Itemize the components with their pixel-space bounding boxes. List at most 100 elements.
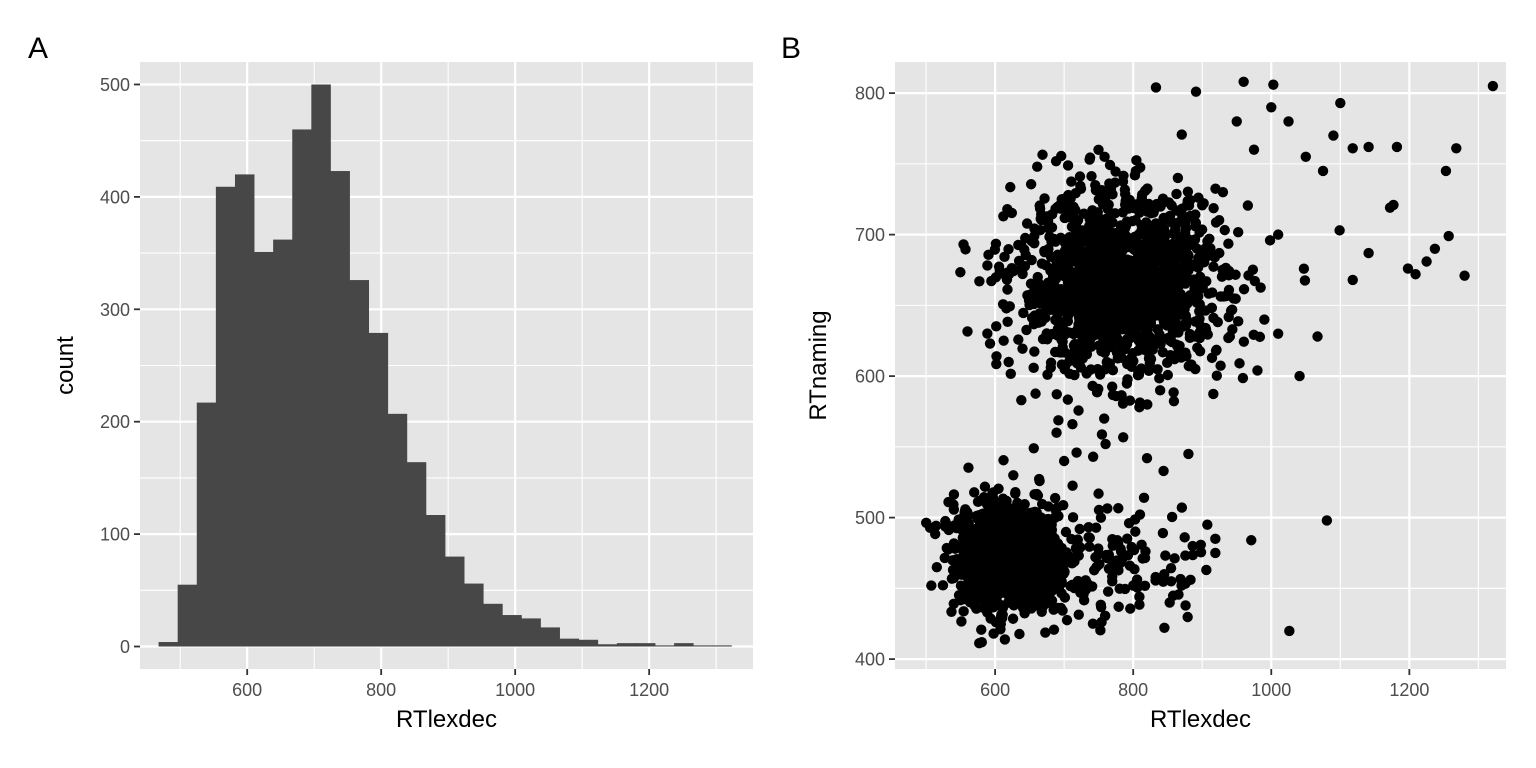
scatter-point bbox=[1193, 252, 1204, 263]
scatter-point bbox=[946, 606, 957, 617]
scatter-point bbox=[1074, 281, 1086, 292]
histogram-x-tick-label: 600 bbox=[232, 680, 262, 700]
scatter-point bbox=[1119, 220, 1130, 231]
scatter-point bbox=[969, 565, 980, 577]
scatter-point bbox=[1268, 79, 1279, 90]
scatter-point bbox=[1084, 152, 1096, 163]
scatter-point bbox=[1012, 497, 1023, 509]
scatter-x-tick-label: 600 bbox=[980, 680, 1010, 700]
histogram-bar bbox=[234, 174, 255, 647]
scatter-point bbox=[969, 487, 980, 498]
scatter-point bbox=[1128, 202, 1139, 214]
scatter-point bbox=[974, 276, 985, 287]
scatter-point bbox=[1161, 320, 1173, 331]
scatter-point bbox=[1224, 331, 1236, 342]
scatter-point bbox=[1093, 543, 1104, 554]
scatter-point bbox=[1098, 413, 1110, 424]
histogram-bar bbox=[540, 627, 560, 647]
scatter-point bbox=[1024, 602, 1035, 613]
scatter-point bbox=[1066, 176, 1077, 187]
scatter-point bbox=[1065, 350, 1076, 362]
scatter-point bbox=[942, 544, 954, 555]
scatter-point bbox=[1013, 255, 1025, 267]
scatter-point bbox=[1069, 369, 1080, 381]
scatter-point bbox=[1347, 274, 1358, 286]
scatter-point bbox=[1029, 238, 1040, 249]
scatter-point bbox=[1312, 331, 1323, 342]
scatter-point bbox=[1168, 387, 1179, 398]
scatter-point bbox=[1176, 580, 1187, 591]
histogram-bar bbox=[712, 645, 732, 647]
scatter-point bbox=[1119, 189, 1131, 200]
scatter-point bbox=[961, 557, 973, 568]
scatter-point bbox=[1029, 506, 1041, 517]
scatter-point bbox=[1026, 525, 1037, 536]
scatter-point bbox=[997, 609, 1008, 620]
scatter-point bbox=[1093, 144, 1104, 155]
scatter-point bbox=[1034, 200, 1045, 211]
scatter-point bbox=[984, 338, 996, 349]
scatter-point bbox=[1210, 547, 1221, 559]
scatter-point bbox=[1121, 378, 1133, 389]
scatter-point bbox=[1056, 150, 1067, 162]
scatter-point bbox=[1237, 372, 1249, 384]
scatter-point bbox=[1007, 613, 1019, 624]
scatter-point bbox=[1161, 293, 1172, 304]
scatter-point bbox=[1135, 340, 1147, 351]
scatter-point bbox=[1167, 248, 1178, 260]
scatter-point bbox=[998, 455, 1009, 466]
scatter-point bbox=[931, 562, 943, 573]
scatter-point bbox=[943, 496, 954, 508]
scatter-point bbox=[1083, 531, 1094, 543]
scatter-point bbox=[1120, 275, 1131, 286]
histogram-bar bbox=[425, 515, 446, 647]
scatter-point bbox=[1118, 432, 1129, 443]
scatter-point bbox=[1033, 473, 1045, 485]
scatter-point bbox=[1194, 227, 1205, 238]
scatter-point bbox=[1029, 230, 1040, 242]
histogram-y-tick-label: 300 bbox=[100, 300, 130, 320]
scatter-point bbox=[1192, 262, 1204, 273]
scatter-point bbox=[1134, 402, 1145, 413]
scatter-point bbox=[1102, 302, 1114, 314]
scatter-point bbox=[1179, 532, 1190, 543]
scatter-point bbox=[1190, 209, 1201, 220]
scatter-point bbox=[930, 520, 942, 531]
scatter-point bbox=[1145, 353, 1157, 365]
scatter-point bbox=[1085, 309, 1096, 320]
scatter-point bbox=[1206, 287, 1218, 298]
scatter-point bbox=[1100, 438, 1111, 450]
scatter-point bbox=[1065, 580, 1076, 592]
scatter-point bbox=[951, 522, 962, 534]
scatter-point bbox=[991, 558, 1002, 569]
scatter-point bbox=[1195, 547, 1207, 558]
scatter-point bbox=[1160, 276, 1171, 287]
scatter-point bbox=[1095, 625, 1106, 636]
scatter-point bbox=[1335, 97, 1346, 109]
scatter-point bbox=[991, 351, 1002, 362]
scatter-point bbox=[1127, 348, 1138, 359]
scatter-point bbox=[1188, 275, 1199, 287]
histogram-bar bbox=[444, 556, 465, 647]
scatter-point bbox=[1074, 171, 1086, 182]
scatter-point bbox=[1068, 340, 1080, 351]
scatter-point bbox=[1255, 282, 1266, 293]
histogram-panel: A 600 800 1000 1200 0 100 200 300 400 500 RTlexde… bbox=[28, 32, 753, 733]
scatter-point bbox=[1238, 336, 1250, 347]
scatter-point bbox=[1062, 394, 1074, 405]
scatter-point bbox=[1164, 597, 1175, 608]
scatter-point bbox=[1033, 546, 1045, 558]
histogram-bar bbox=[635, 643, 656, 647]
scatter-point bbox=[1294, 370, 1305, 382]
scatter-point bbox=[1202, 519, 1213, 530]
histogram-y-tick-label: 100 bbox=[100, 525, 130, 545]
scatter-point bbox=[1053, 510, 1064, 522]
scatter-y-tick-label: 400 bbox=[855, 650, 885, 670]
histogram-bar bbox=[521, 618, 541, 647]
scatter-point bbox=[1037, 588, 1049, 599]
scatter-point bbox=[1124, 395, 1136, 406]
scatter-point bbox=[1104, 313, 1115, 325]
scatter-point bbox=[1125, 603, 1136, 614]
scatter-point bbox=[1099, 266, 1110, 278]
